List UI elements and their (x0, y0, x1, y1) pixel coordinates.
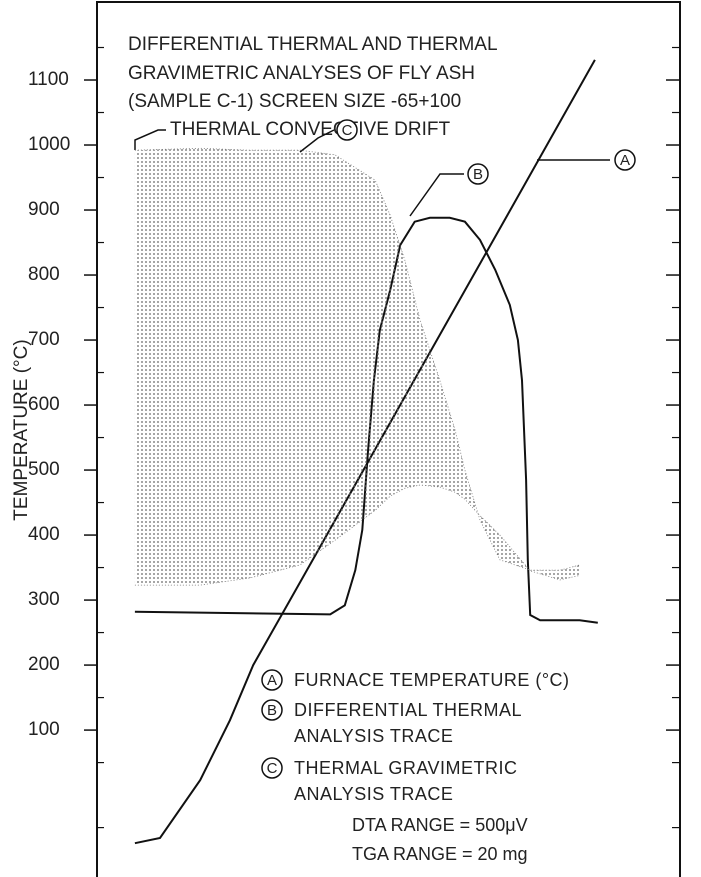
note: DTA RANGE = 500μV (352, 815, 528, 835)
y-tick-label: 1100 (28, 69, 69, 90)
callout-label-circle (336, 119, 358, 141)
callout-label-circle (614, 149, 636, 171)
legend-marker: C (267, 760, 278, 777)
title-line: (SAMPLE C-1) SCREEN SIZE -65+100 (128, 91, 461, 112)
callout-label: B (473, 166, 483, 183)
y-tick-label: 800 (28, 264, 60, 285)
series-line (134, 216, 598, 624)
y-tick-label: 100 (28, 719, 60, 740)
title-line: DIFFERENTIAL THERMAL AND THERMAL (128, 34, 498, 55)
y-tick-label: 1000 (28, 134, 70, 155)
title-line: GRAVIMETRIC ANALYSES OF FLY ASH (128, 63, 475, 84)
legend-entry: FURNACE TEMPERATURE (°C) (294, 670, 570, 690)
tga-band (134, 148, 580, 586)
tga-band-low (134, 484, 580, 586)
y-tick-label: 900 (28, 199, 60, 220)
y-tick-label: 500 (28, 459, 60, 480)
legend-marker-circle (261, 699, 283, 721)
series-line (134, 59, 596, 845)
legend-entry: DIFFERENTIAL THERMAL ANALYSIS TRACE (294, 700, 522, 746)
leader-c (299, 129, 335, 153)
legend-marker-circle (261, 669, 283, 691)
y-tick-label: 700 (28, 329, 60, 350)
y-tick-label: 200 (28, 654, 60, 675)
y-tick-label: 300 (28, 589, 60, 610)
legend-marker: B (267, 702, 277, 719)
legend-marker: A (267, 672, 277, 689)
callout-label-circle (467, 163, 489, 185)
callout-label: C (342, 122, 353, 139)
note: TGA RANGE = 20 mg (352, 844, 528, 864)
callout-label: A (620, 152, 630, 169)
y-axis-label: TEMPERATURE (°C) (11, 339, 32, 520)
annotation-bracket (134, 129, 166, 150)
leader-b (409, 173, 464, 217)
annotation: THERMAL CONVECTIVE DRIFT (170, 119, 450, 140)
legend-marker-circle (261, 757, 283, 779)
y-tick-label: 600 (28, 394, 60, 415)
legend-entry: THERMAL GRAVIMETRIC ANALYSIS TRACE (294, 758, 518, 804)
y-tick-label: 400 (28, 524, 60, 545)
plot-frame (96, 1, 681, 877)
